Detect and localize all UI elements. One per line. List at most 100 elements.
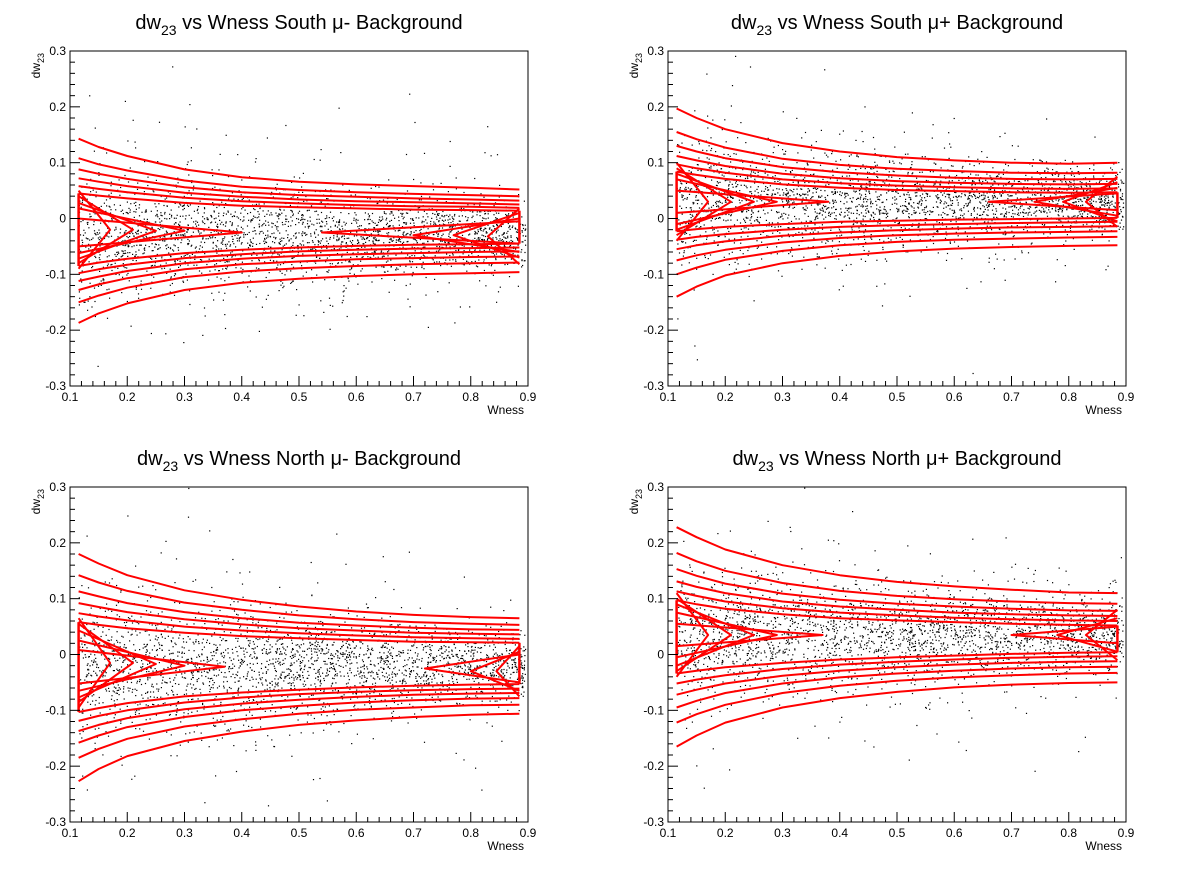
scatter-point: [798, 193, 801, 196]
scatter-point: [783, 192, 785, 194]
scatter-point: [1063, 197, 1065, 199]
scatter-point: [457, 249, 460, 252]
scatter-point: [326, 240, 328, 242]
scatter-point: [414, 121, 416, 124]
scatter-point: [332, 220, 334, 222]
scatter-point: [1121, 182, 1123, 184]
scatter-point: [778, 239, 780, 241]
scatter-point: [869, 218, 871, 220]
scatter-point: [203, 207, 206, 209]
scatter-point: [239, 219, 242, 221]
scatter-point: [291, 220, 293, 222]
scatter-point: [378, 239, 380, 242]
scatter-point: [952, 165, 954, 167]
scatter-point: [349, 272, 351, 274]
scatter-point: [685, 242, 687, 244]
scatter-point: [768, 222, 770, 224]
scatter-point: [908, 203, 910, 205]
scatter-point: [258, 223, 260, 225]
scatter-point: [213, 211, 215, 213]
scatter-point: [247, 247, 250, 249]
scatter-point: [362, 256, 364, 258]
scatter-point: [1014, 206, 1016, 208]
scatter-point: [453, 218, 455, 220]
scatter-point: [179, 234, 182, 236]
scatter-point: [99, 232, 101, 234]
scatter-point: [1049, 233, 1051, 235]
scatter-point: [102, 266, 104, 268]
scatter-point: [184, 261, 186, 263]
scatter-point: [326, 217, 328, 219]
scatter-point: [981, 151, 983, 153]
scatter-point: [494, 202, 497, 204]
scatter-point: [171, 214, 173, 216]
scatter-point: [902, 205, 904, 207]
scatter-point: [1027, 214, 1029, 216]
scatter-point: [1119, 222, 1121, 224]
scatter-point: [692, 203, 694, 205]
scatter-point: [715, 203, 717, 205]
scatter-point: [204, 241, 206, 244]
scatter-point: [816, 215, 818, 217]
scatter-point: [199, 245, 201, 247]
scatter-point: [433, 221, 435, 223]
scatter-point: [976, 189, 978, 191]
scatter-point: [501, 239, 503, 241]
scatter-point: [1031, 200, 1033, 202]
scatter-point: [241, 242, 243, 244]
scatter-point: [122, 213, 124, 215]
scatter-point: [932, 236, 934, 238]
scatter-point: [450, 222, 452, 224]
scatter-point: [314, 233, 316, 235]
scatter-point: [1046, 167, 1048, 169]
scatter-point: [401, 242, 404, 244]
scatter-point: [144, 211, 146, 213]
scatter-point: [916, 192, 918, 194]
scatter-point: [91, 238, 93, 241]
scatter-point: [1008, 206, 1010, 208]
scatter-point: [717, 244, 719, 246]
scatter-point: [730, 219, 732, 221]
scatter-point: [874, 153, 876, 155]
scatter-point: [1092, 216, 1094, 218]
scatter-point: [999, 193, 1001, 195]
scatter-point: [94, 232, 96, 234]
scatter-point: [357, 219, 359, 221]
scatter-point: [276, 221, 278, 223]
scatter-point: [441, 235, 443, 237]
scatter-point: [453, 245, 455, 248]
scatter-point: [924, 218, 926, 220]
scatter-point: [857, 197, 860, 199]
scatter-point: [745, 199, 747, 202]
scatter-point: [140, 280, 142, 282]
scatter-point: [389, 225, 391, 227]
scatter-point: [155, 206, 157, 208]
scatter-point: [99, 270, 101, 272]
scatter-point: [1021, 189, 1024, 191]
scatter-point: [741, 211, 743, 213]
scatter-point: [316, 274, 318, 276]
scatter-point: [975, 197, 977, 199]
scatter-point: [857, 197, 859, 199]
scatter-point: [496, 154, 499, 156]
scatter-point: [322, 221, 324, 223]
scatter-point: [911, 112, 913, 114]
scatter-point: [328, 269, 330, 271]
scatter-point: [856, 155, 858, 157]
scatter-point: [793, 206, 796, 208]
scatter-point: [501, 253, 503, 255]
scatter-point: [711, 217, 713, 220]
scatter-point: [197, 230, 199, 232]
scatter-point: [856, 210, 858, 212]
chart-panel: dw23 vs Wness South μ+ Background 0.1 0.2 0…: [598, 0, 1196, 436]
scatter-point: [265, 298, 267, 300]
scatter-point: [897, 209, 899, 211]
scatter-point: [469, 227, 471, 229]
scatter-point: [314, 244, 316, 246]
scatter-point: [202, 237, 204, 239]
scatter-point: [481, 238, 483, 241]
scatter-point: [232, 238, 234, 240]
scatter-point: [1005, 233, 1007, 235]
scatter-point: [160, 264, 162, 266]
scatter-point: [240, 243, 242, 245]
